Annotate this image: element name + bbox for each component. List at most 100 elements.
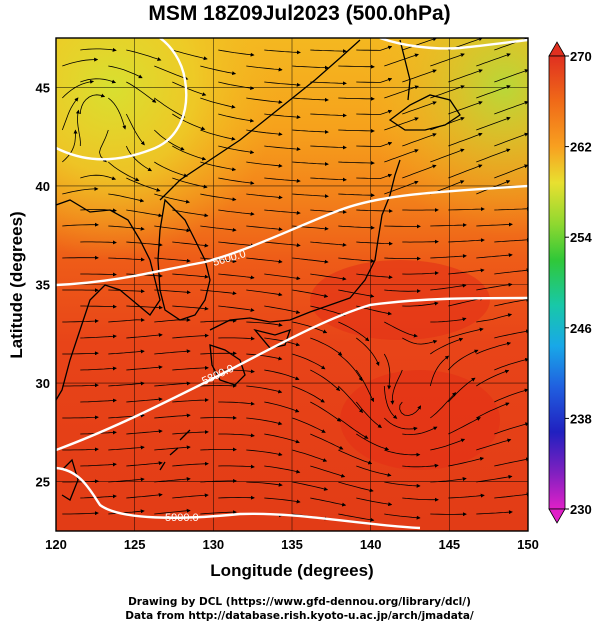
streamline [80, 304, 117, 309]
streamline [80, 240, 117, 245]
streamline [310, 113, 347, 118]
streamline [494, 206, 528, 211]
colorbar-tick-label: 246 [570, 321, 592, 336]
streamline [356, 141, 393, 148]
streamline [476, 474, 513, 483]
streamline [126, 461, 163, 467]
streamline [218, 241, 255, 248]
contour-label-5900: 5900.0 [165, 512, 199, 524]
streamline [310, 465, 346, 478]
x-tick-label: 140 [360, 537, 382, 552]
streamline [476, 282, 513, 291]
x-tick-label: 130 [202, 537, 224, 552]
streamline [126, 429, 163, 435]
streamline [338, 289, 375, 298]
streamline [80, 174, 117, 181]
streamline [264, 113, 301, 120]
streamline [448, 238, 485, 243]
streamline [292, 481, 329, 491]
streamline [338, 225, 375, 230]
streamline [62, 57, 99, 67]
streamline [264, 81, 301, 87]
streamline [310, 337, 343, 356]
y-axis-label: Latitude (degrees) [7, 211, 26, 358]
x-tick-label: 135 [281, 537, 303, 552]
streamline [80, 462, 117, 467]
streamline [383, 353, 392, 390]
streamline [108, 257, 145, 262]
credit-data: Data from http://database.rish.kyoto-u.a… [125, 610, 474, 622]
streamline [448, 456, 485, 467]
y-tick-labels: 25 30 35 40 45 [36, 80, 50, 489]
streamline [154, 317, 191, 323]
height-contours [56, 38, 528, 530]
streamline [494, 100, 528, 115]
plot-frame [55, 37, 529, 532]
streamline [430, 53, 465, 67]
streamline [264, 49, 301, 55]
streamline [218, 369, 255, 374]
x-tick-labels: 120 125 130 135 140 145 150 [45, 537, 539, 552]
streamline [108, 477, 145, 483]
streamline [246, 481, 283, 487]
streamline [476, 438, 512, 451]
x-tick-label: 125 [124, 537, 146, 552]
credit-drawing: Drawing by DCL (https://www.gfd-dennou.o… [128, 596, 471, 608]
streamline [494, 164, 528, 179]
streamline [448, 207, 485, 212]
streamline [108, 317, 145, 323]
streamline [80, 366, 117, 371]
streamline [384, 256, 421, 261]
streamline [476, 116, 511, 131]
y-tick-label: 40 [36, 179, 50, 194]
streamline [356, 109, 393, 115]
streamline [126, 209, 163, 218]
streamline [384, 149, 419, 163]
streamline [154, 349, 191, 355]
streamline [338, 193, 375, 198]
streamline [402, 133, 437, 147]
streamline [384, 417, 418, 431]
streamline [200, 383, 237, 388]
streamline [448, 493, 485, 499]
streamline [356, 273, 393, 280]
streamline [402, 301, 439, 307]
streamline [62, 186, 99, 195]
streamline [384, 513, 421, 520]
streamline [292, 65, 329, 70]
streamline [338, 417, 369, 439]
y-tick-label: 45 [36, 80, 50, 95]
streamline [310, 401, 342, 422]
streamline [448, 417, 481, 435]
streamline [172, 398, 209, 403]
streamline [246, 65, 283, 72]
streamline [108, 349, 145, 355]
streamline [384, 53, 419, 67]
streamline [108, 509, 145, 515]
streamline [218, 336, 255, 341]
streamline [264, 401, 300, 413]
streamline [310, 145, 347, 150]
streamline [172, 365, 209, 371]
streamline [292, 449, 328, 462]
streamline [62, 511, 99, 516]
streamline [310, 209, 347, 215]
streamline [494, 492, 528, 499]
streamline [338, 64, 375, 69]
streamline [246, 257, 283, 264]
streamline [62, 415, 99, 420]
streamline [494, 237, 528, 243]
streamline [448, 164, 483, 179]
streamline [430, 148, 465, 163]
streamline [399, 401, 422, 416]
streamline [218, 401, 255, 406]
streamline [292, 129, 329, 134]
streamline [356, 209, 393, 214]
streamline [154, 413, 191, 419]
streamline [476, 148, 511, 163]
streamline [200, 225, 237, 232]
streamline [310, 177, 347, 182]
streamline [154, 129, 185, 151]
y-tick-label: 35 [36, 278, 50, 293]
streamline [476, 510, 513, 515]
